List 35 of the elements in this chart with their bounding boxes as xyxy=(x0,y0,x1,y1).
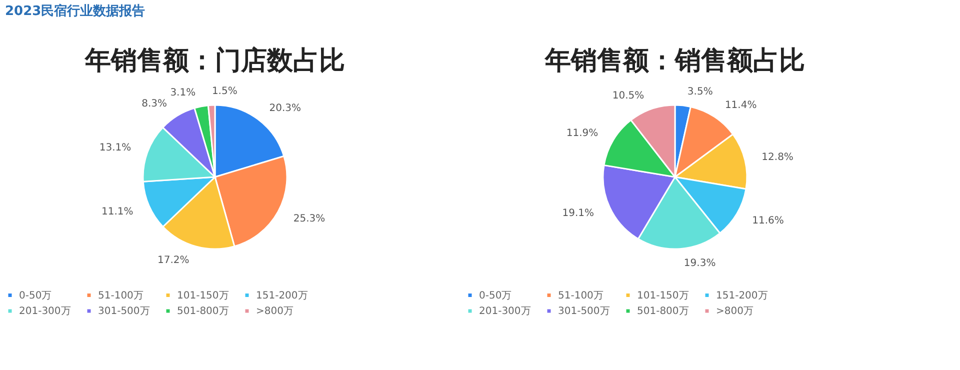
legend-label: 201-300万 xyxy=(479,306,531,317)
legend-label: >800万 xyxy=(716,306,754,317)
data-label: 13.1% xyxy=(99,142,132,154)
data-label: 3.1% xyxy=(170,88,196,99)
data-label: 10.5% xyxy=(612,90,644,102)
data-label: 8.3% xyxy=(142,98,168,110)
legend-label: 51-100万 xyxy=(98,290,144,302)
data-label: 25.3% xyxy=(293,213,326,224)
legend-label: 301-500万 xyxy=(98,306,150,317)
data-label: 17.2% xyxy=(158,254,190,266)
data-label: 12.8% xyxy=(762,152,794,164)
legend-label: 201-300万 xyxy=(19,306,71,317)
chart-title: 年销售额：门店数占比 xyxy=(84,46,345,76)
data-label: 19.1% xyxy=(562,208,594,220)
legend-label: >800万 xyxy=(256,306,294,317)
legend-label: 501-800万 xyxy=(177,306,229,317)
data-label: 11.4% xyxy=(724,100,757,111)
data-label: 11.9% xyxy=(566,128,598,139)
legend-label: 0-50万 xyxy=(19,290,52,302)
legend-label: 301-500万 xyxy=(558,306,610,317)
chart-title: 年销售额：销售额占比 xyxy=(544,46,805,76)
legend-label: 101-150万 xyxy=(637,290,689,302)
legend-label: 101-150万 xyxy=(177,290,229,302)
data-label: 11.6% xyxy=(752,216,784,227)
data-label: 19.3% xyxy=(684,258,716,269)
data-label: 3.5% xyxy=(687,86,713,98)
data-label: 1.5% xyxy=(212,86,238,98)
legend-label: 151-200万 xyxy=(256,290,308,302)
data-label: 20.3% xyxy=(269,102,302,114)
legend-label: 151-200万 xyxy=(716,290,768,302)
data-label: 11.1% xyxy=(101,206,134,218)
text: 2023民宿行业数据报告 xyxy=(5,3,146,19)
legend-label: 0-50万 xyxy=(479,290,512,302)
legend-label: 501-800万 xyxy=(637,306,689,317)
legend-label: 51-100万 xyxy=(558,290,604,302)
